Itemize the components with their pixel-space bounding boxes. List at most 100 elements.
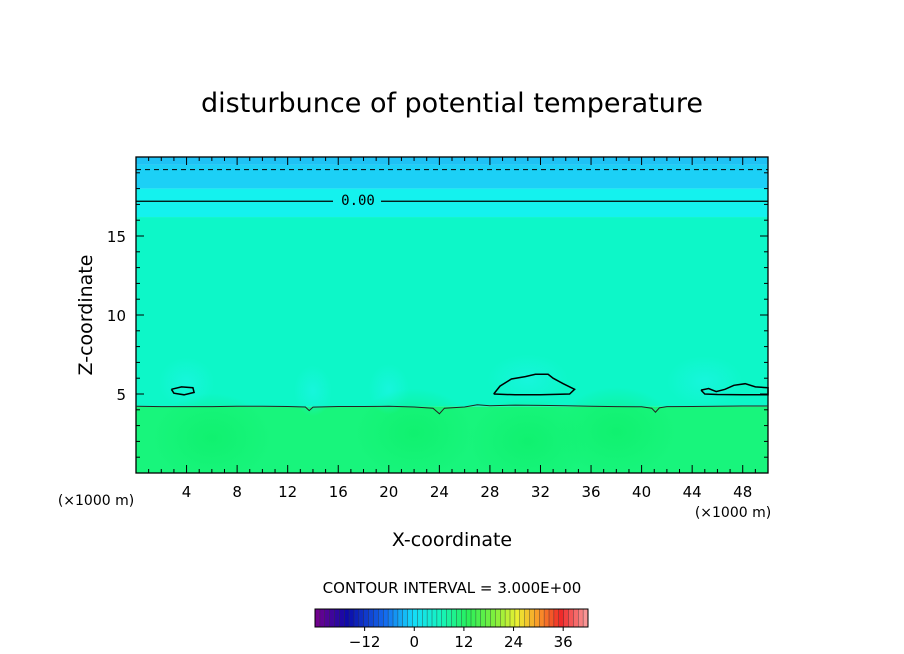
colorbar-tick-label: 0 [409, 633, 419, 651]
shading-patch [666, 356, 743, 407]
field-band [136, 164, 768, 189]
colorbar-cell [358, 609, 365, 627]
shading-patch [294, 365, 332, 417]
colorbar-cell [549, 609, 555, 627]
colorbar-cell [329, 609, 335, 627]
colorbar-cell [383, 609, 389, 627]
colorbar-cell [495, 609, 501, 627]
field-band [136, 188, 768, 218]
x-tick-label: 16 [329, 483, 348, 501]
colorbar-cell [490, 609, 496, 627]
colorbar-cell [583, 609, 589, 627]
colorbar-cell [432, 609, 438, 627]
y-axis: 5 10 15 [107, 172, 768, 458]
colorbar-cell [393, 609, 399, 627]
field-band [136, 217, 768, 407]
colorbar-cell [378, 609, 384, 627]
colorbar-cell [578, 609, 584, 627]
colorbar-cell [544, 609, 550, 627]
colorbar-cell [451, 609, 457, 627]
contour-interval-text: CONTOUR INTERVAL = 3.000E+00 [323, 579, 582, 597]
colorbar-cell [519, 609, 526, 627]
colorbar-cell [354, 609, 360, 627]
colorbar-cell [388, 609, 394, 627]
shading-patch [354, 388, 475, 473]
closed-contour [170, 386, 196, 396]
colorbar-cell [397, 609, 404, 627]
colorbar-cell [373, 609, 379, 627]
x-tick-label: 36 [581, 483, 600, 501]
colorbar-cell [539, 609, 545, 627]
x-tick-label: 40 [632, 483, 651, 501]
colorbar-cell [344, 609, 350, 627]
shading-patch [487, 354, 569, 406]
chart-title: disturbunce of potential temperature [201, 88, 703, 119]
x-tick-label: 12 [278, 483, 297, 501]
x-axis-unit: (×1000 m) [695, 505, 771, 521]
y-tick-label: 10 [107, 307, 126, 325]
colorbar-cell [412, 609, 418, 627]
colorbar-cell [485, 609, 491, 627]
colorbar-cell [407, 609, 413, 627]
colorbar-cell [510, 609, 516, 627]
colorbar-cell [363, 609, 370, 627]
x-tick-label: 48 [733, 483, 752, 501]
plot-field [136, 157, 768, 473]
colorbar-cell [514, 609, 521, 627]
x-tick-label: 28 [480, 483, 499, 501]
colorbar-cell [553, 609, 560, 627]
shading-patch [556, 386, 677, 473]
colorbar-cell [505, 609, 511, 627]
x-tick-label: 8 [232, 483, 242, 501]
colorbar-cell [402, 609, 409, 627]
x-tick-label: 24 [430, 483, 449, 501]
shading-patch [467, 396, 588, 473]
colorbar-cell [349, 609, 355, 627]
contour-label-background [333, 192, 381, 208]
colorbar-cell [534, 609, 540, 627]
colorbar-cell [427, 609, 433, 627]
colorbar-cell [319, 609, 326, 627]
colorbar-cell [563, 609, 569, 627]
colorbar-tick-label: 24 [504, 633, 523, 651]
colorbar-cell [334, 609, 340, 627]
contour-lines [135, 169, 769, 415]
contour-label: 0.00 [341, 193, 375, 209]
colorbar-cell [573, 609, 579, 627]
boundary-contour [135, 404, 768, 415]
colorbar-tick-label: −12 [349, 633, 381, 651]
colorbar-cell [480, 609, 487, 627]
colorbar-tick-label: 36 [554, 633, 573, 651]
x-tick-label: 20 [379, 483, 398, 501]
colorbar-cell [324, 609, 331, 627]
colorbar-cell [417, 609, 423, 627]
colorbar-cell [339, 609, 345, 627]
colorbar-cell [466, 609, 472, 627]
colorbar-cell [558, 609, 565, 627]
colorbar-cell [471, 609, 477, 627]
x-tick-label: 32 [531, 483, 550, 501]
colorbar-cell [568, 609, 574, 627]
y-axis-unit: (×1000 m) [58, 493, 134, 509]
shading-patch [151, 393, 272, 473]
y-axis-label: Z-coordinate [75, 255, 97, 376]
colorbar-cell [461, 609, 467, 627]
colorbar-cell [436, 609, 443, 627]
closed-contour [493, 373, 576, 396]
colorbar-cell [422, 609, 428, 627]
y-tick-label: 5 [116, 386, 126, 404]
colorbar-tick-label: 12 [454, 633, 473, 651]
colorbar-cell [475, 609, 482, 627]
x-axis-label: X-coordinate [392, 529, 512, 551]
x-tick-label: 44 [683, 483, 702, 501]
colorbar-cell [315, 609, 321, 627]
colorbar-cell [368, 609, 374, 627]
colorbar-cell [456, 609, 462, 627]
x-axis: 4 8 12 16 20 24 28 32 36 40 44 48 [148, 157, 756, 501]
colorbar-cell [500, 609, 506, 627]
x-tick-label: 4 [182, 483, 192, 501]
y-tick-label: 15 [107, 228, 126, 246]
colorbar: −12 0 12 24 36 [314, 608, 589, 651]
colorbar-frame [314, 608, 589, 628]
